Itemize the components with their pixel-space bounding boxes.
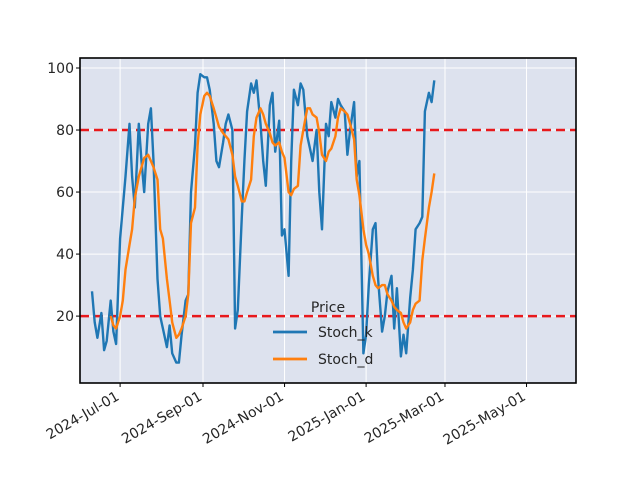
y-tick-label: 60 [56,185,74,201]
legend: Price Stoch_k Stoch_d [273,300,374,368]
x-tick-label: 2024-Jul-01 [44,389,122,443]
legend-label-stoch-k: Stoch_k [318,325,374,341]
y-tick-label: 100 [47,61,74,77]
y-axis: 20 40 60 80 100 [47,61,80,325]
plot-frame [79,57,577,384]
y-tick-label: 80 [56,123,74,139]
legend-title: Price [311,300,345,316]
y-tick-label: 20 [56,309,74,325]
x-tick-label: 2025-Mar-01 [362,389,447,447]
series-line-stoch-k [90,72,436,364]
x-tick-label: 2024-Nov-01 [200,389,286,448]
series-lines [90,72,436,364]
series-line-stoch-d [109,91,436,339]
y-tick-label: 40 [56,247,74,263]
grid-lines [80,58,576,383]
reference-lines [80,128,576,318]
x-tick-label: 2025-May-01 [441,389,529,449]
legend-label-stoch-d: Stoch_d [318,352,373,368]
x-tick-label: 2024-Sep-01 [119,389,205,448]
x-tick-label: 2025-Jan-01 [286,389,368,446]
